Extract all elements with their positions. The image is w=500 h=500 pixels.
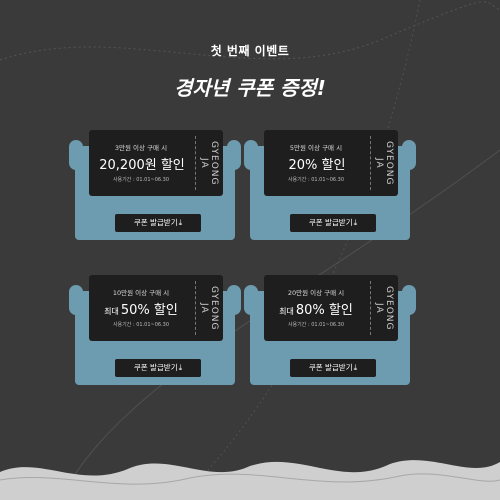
event-eyebrow: 첫 번째 이벤트 <box>210 44 290 58</box>
download-icon: ⤓ <box>178 363 183 372</box>
perforation-divider <box>195 136 196 190</box>
coupon-brand: GYEONG JA <box>374 285 394 331</box>
coupon-ticket: 3만원 이상 구매 시 20,200원 할인 사용기간 : 01.01~06.3… <box>89 130 223 196</box>
download-coupon-button[interactable]: 쿠폰 발급받기⤓ <box>290 214 376 232</box>
perforation-divider <box>370 136 371 190</box>
coupon-ticket: 5만원 이상 구매 시 20% 할인 사용기간 : 01.01~06.30 GY… <box>264 130 398 196</box>
download-coupon-button[interactable]: 쿠폰 발급받기⤓ <box>115 359 201 377</box>
coupon-amount: 20% 할인 <box>288 158 346 173</box>
download-icon: ⤓ <box>178 218 183 227</box>
coupon-card-3: 10만원 이상 구매 시 최대 50% 할인 사용기간 : 01.01~06.30… <box>69 275 241 385</box>
download-coupon-button[interactable]: 쿠폰 발급받기⤓ <box>115 214 201 232</box>
coupon-prefix: 최대 <box>104 307 119 316</box>
coupon-period: 사용기간 : 01.01~06.30 <box>112 177 170 183</box>
page-title: 경자년 쿠폰 증정! <box>174 76 326 100</box>
coupon-card-2: 5만원 이상 구매 시 20% 할인 사용기간 : 01.01~06.30 GY… <box>244 130 416 240</box>
coupon-ticket: 20만원 이상 구매 시 최대 80% 할인 사용기간 : 01.01~06.30… <box>264 275 398 341</box>
coupon-card-4: 20만원 이상 구매 시 최대 80% 할인 사용기간 : 01.01~06.30… <box>244 275 416 385</box>
coupon-card-1: 3만원 이상 구매 시 20,200원 할인 사용기간 : 01.01~06.3… <box>69 130 241 240</box>
coupon-brand: GYEONG JA <box>199 140 219 186</box>
coupon-period: 사용기간 : 01.01~06.30 <box>287 177 345 183</box>
perforation-divider <box>195 281 196 335</box>
download-icon: ⤓ <box>353 363 358 372</box>
coupon-ticket: 10만원 이상 구매 시 최대 50% 할인 사용기간 : 01.01~06.30… <box>89 275 223 341</box>
coupon-brand: GYEONG JA <box>374 140 394 186</box>
coupon-period: 사용기간 : 01.01~06.30 <box>112 322 170 328</box>
bottom-wave <box>0 460 500 500</box>
coupon-amount: 최대 50% 할인 <box>104 303 178 318</box>
download-icon: ⤓ <box>353 218 358 227</box>
download-coupon-button[interactable]: 쿠폰 발급받기⤓ <box>290 359 376 377</box>
coupon-amount: 최대 80% 할인 <box>279 303 353 318</box>
coupon-condition: 5만원 이상 구매 시 <box>289 144 343 152</box>
coupon-condition: 20만원 이상 구매 시 <box>287 289 345 297</box>
coupon-period: 사용기간 : 01.01~06.30 <box>287 322 345 328</box>
coupon-amount: 20,200원 할인 <box>99 158 185 173</box>
coupon-brand: GYEONG JA <box>199 285 219 331</box>
coupon-condition: 10만원 이상 구매 시 <box>112 289 170 297</box>
perforation-divider <box>370 281 371 335</box>
coupon-condition: 3만원 이상 구매 시 <box>114 144 168 152</box>
coupon-prefix: 최대 <box>279 307 294 316</box>
